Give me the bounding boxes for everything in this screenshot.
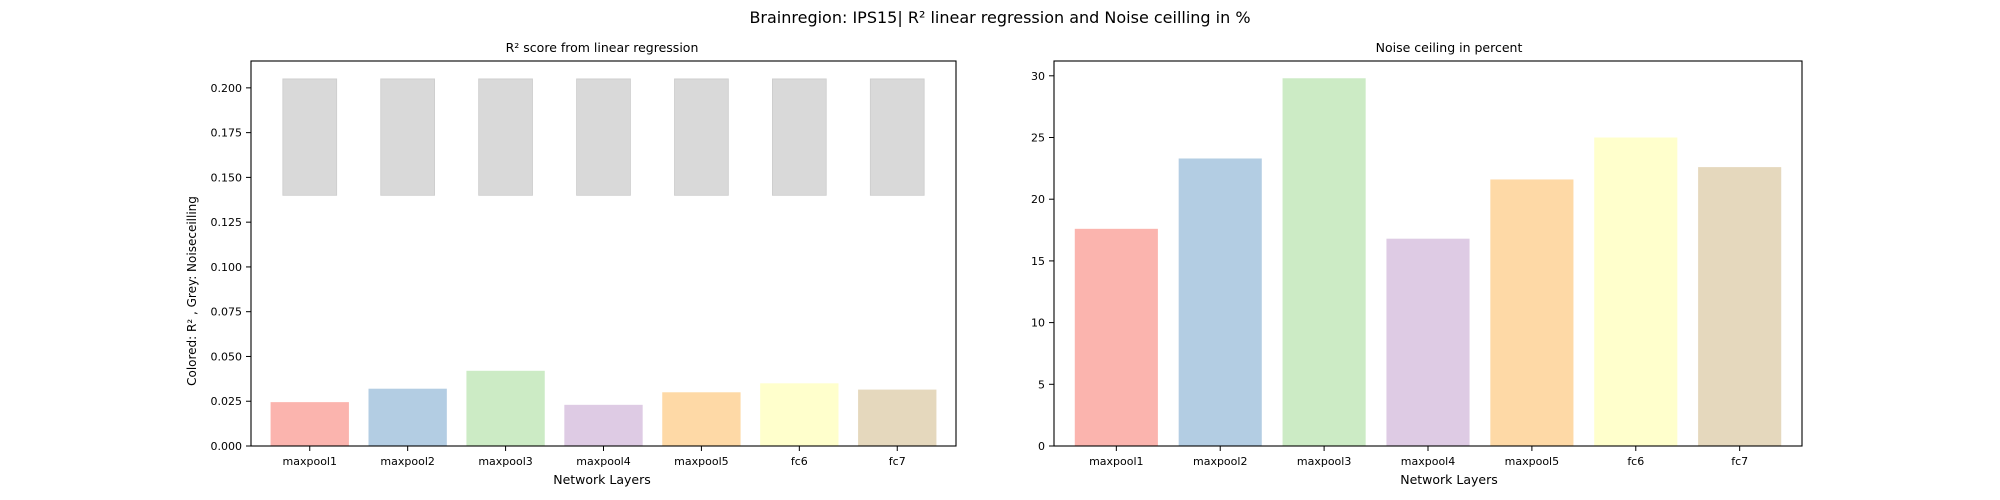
r2-bar [858,389,937,446]
r2-x-tick-label: maxpool4 [576,455,630,468]
noise-ceiling-y-tick-label: 25 [1031,132,1045,145]
r2-chart-xlabel: Network Layers [553,472,651,487]
noise-ceiling-x-tick-label: maxpool4 [1401,455,1455,468]
r2-bar [564,404,643,446]
noise-ceiling-bar [1282,78,1366,447]
r2-bar [270,402,349,446]
r2-x-tick-label: maxpool2 [380,455,434,468]
r2-y-tick-label: 0.150 [211,171,243,184]
noise-ceiling-chart-xlabel: Network Layers [1400,472,1498,487]
r2-y-tick-label: 0.050 [211,350,243,363]
noise-ceiling-y-tick-label: 10 [1031,317,1045,330]
r2-bar [368,388,447,446]
noise-ceiling-x-tick-label: maxpool2 [1193,455,1247,468]
r2-noise-ceiling-bar [282,78,338,196]
noise-ceiling-x-tick-label: fc7 [1731,455,1748,468]
r2-noise-ceiling-bar [380,78,435,196]
r2-noise-ceiling-bar [674,78,729,196]
r2-y-tick-label: 0.175 [211,127,243,140]
r2-y-tick-label: 0.025 [211,395,243,408]
noise-ceiling-bar [1490,179,1574,446]
r2-chart: R² score from linear regression Network … [185,40,957,487]
noise-ceiling-x-tick-label: maxpool3 [1297,455,1351,468]
noise-ceiling-y-tick-label: 30 [1031,70,1045,83]
noise-ceiling-bar [1386,238,1470,446]
r2-x-tick-label: fc7 [889,455,906,468]
r2-bar [662,392,741,446]
noise-ceiling-y-tick-label: 5 [1038,378,1045,391]
r2-chart-title: R² score from linear regression [506,40,699,55]
r2-y-tick-label: 0.100 [211,261,243,274]
r2-chart-ylabel: Colored: R² , Grey: Noiseceilling [185,196,199,386]
r2-x-tick-label: maxpool1 [283,455,337,468]
r2-bar [760,383,839,446]
r2-bar [466,370,545,446]
noise-ceiling-x-tick-label: fc6 [1627,455,1644,468]
r2-y-tick-label: 0.075 [211,306,243,319]
r2-x-tick-label: maxpool3 [478,455,532,468]
noise-ceiling-chart-title: Noise ceiling in percent [1376,40,1523,55]
r2-noise-ceiling-bar [478,78,533,196]
r2-y-tick-label: 0.200 [211,82,243,95]
noise-ceiling-bar [1178,158,1262,446]
r2-noise-ceiling-bar [576,78,631,196]
noise-ceiling-x-tick-label: maxpool5 [1505,455,1559,468]
r2-x-tick-label: fc6 [791,455,808,468]
noise-ceiling-y-tick-label: 20 [1031,193,1045,206]
figure-title: Brainregion: IPS15| R² linear regression… [749,8,1250,27]
noise-ceiling-bar [1074,228,1158,446]
noise-ceiling-y-tick-label: 15 [1031,255,1045,268]
r2-x-tick-label: maxpool5 [674,455,728,468]
r2-noise-ceiling-bar [772,78,827,196]
r2-noise-ceiling-bar [869,78,925,196]
noise-ceiling-bar [1594,137,1678,446]
noise-ceiling-bar [1698,167,1782,446]
noise-ceiling-x-tick-label: maxpool1 [1089,455,1143,468]
r2-y-tick-label: 0.125 [211,216,243,229]
noise-ceiling-y-tick-label: 0 [1038,440,1045,453]
noise-ceiling-chart: Noise ceiling in percent Network Layers … [1031,40,1803,487]
r2-y-tick-label: 0.000 [211,440,243,453]
